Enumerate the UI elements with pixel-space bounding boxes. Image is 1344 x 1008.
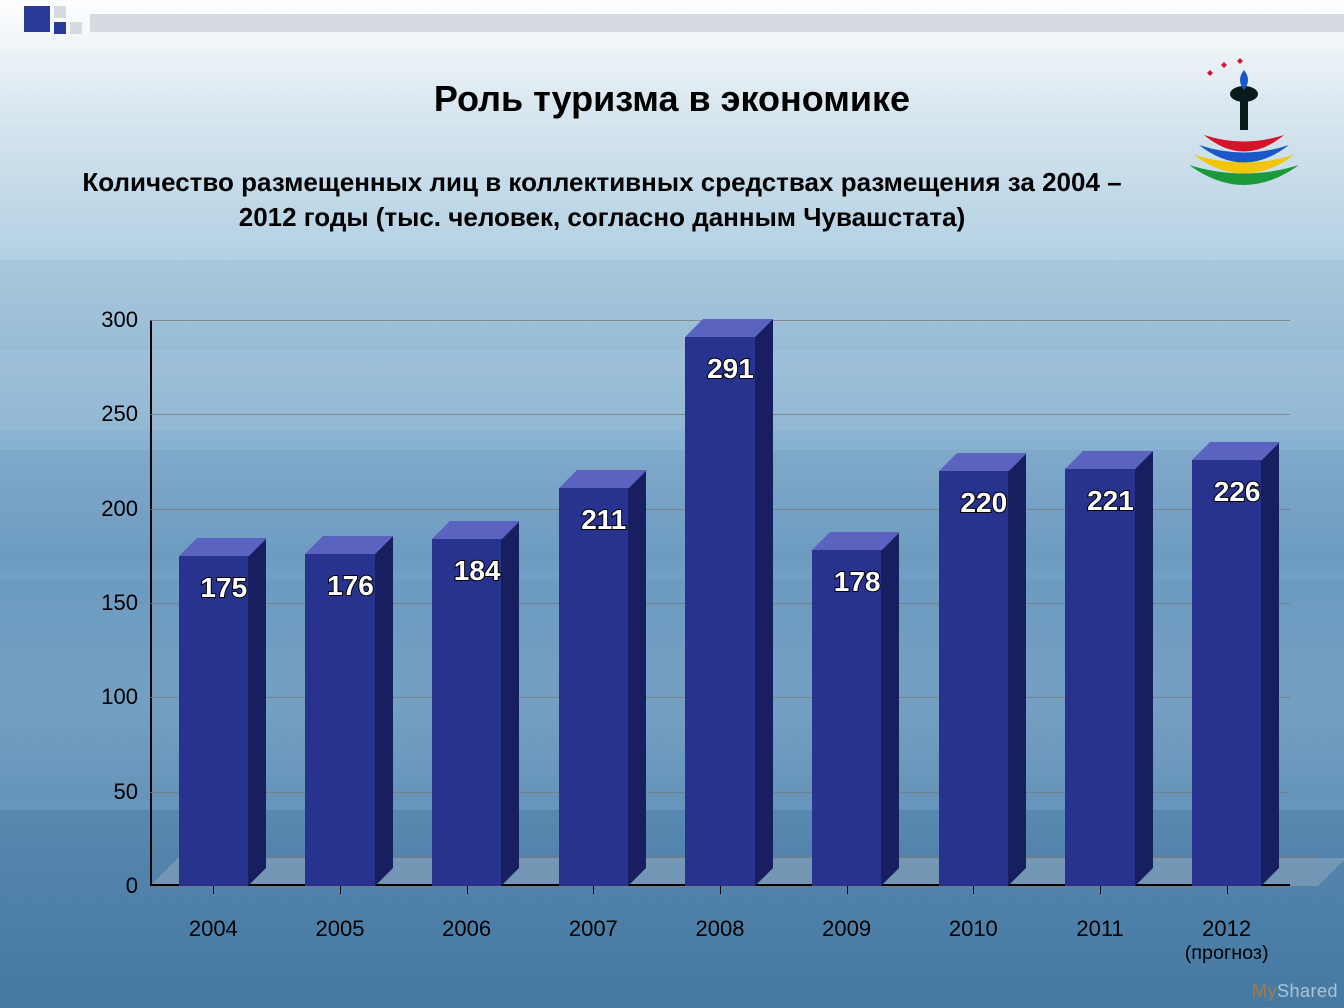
slide-subtitle: Количество размещенных лиц в коллективны… — [80, 165, 1124, 235]
chart-plot-area: 0501001502002503001752004176200518420062… — [150, 320, 1290, 886]
chart-bar-value-label: 221 — [1058, 485, 1162, 517]
chart-bar-value-label: 176 — [298, 570, 402, 602]
chart-bar-value-label: 211 — [552, 504, 656, 536]
chart-bar-value-label: 291 — [678, 353, 782, 385]
chart-bar-value-label: 226 — [1185, 476, 1289, 508]
chart-y-tick-label: 300 — [101, 307, 138, 333]
watermark: MyMySharedShared — [1252, 981, 1338, 1002]
chart-x-tick-label: 2006 — [442, 916, 491, 942]
chart-bar: 184 — [432, 539, 502, 886]
chart-x-tick-label: 2005 — [316, 916, 365, 942]
chart-y-tick-label: 100 — [101, 684, 138, 710]
chart-x-tick-label: 2004 — [189, 916, 238, 942]
chart-bar: 220 — [939, 471, 1009, 886]
chart-x-tick-label: 2009 — [822, 916, 871, 942]
slide-header-decoration — [0, 6, 1344, 46]
chart-bar: 221 — [1065, 469, 1135, 886]
bar-chart: 0501001502002503001752004176200518420062… — [80, 320, 1300, 956]
chart-bar: 226 — [1192, 460, 1262, 886]
chart-bar-value-label: 178 — [805, 566, 909, 598]
chart-y-tick-label: 150 — [101, 590, 138, 616]
chart-bar: 211 — [559, 488, 629, 886]
chart-x-tick-label: 2011 — [1076, 916, 1123, 942]
chart-x-tick-label: 2012(прогноз) — [1185, 916, 1269, 965]
chart-bar-value-label: 175 — [172, 572, 276, 604]
chart-bar: 178 — [812, 550, 882, 886]
chart-bar: 291 — [685, 337, 755, 886]
chart-x-tick-label: 2008 — [696, 916, 745, 942]
chart-bar-value-label: 220 — [932, 487, 1036, 519]
chart-y-tick-label: 0 — [126, 873, 138, 899]
chart-bar: 175 — [179, 556, 249, 886]
slide-title: Роль туризма в экономике — [0, 78, 1344, 120]
chart-y-tick-label: 200 — [101, 496, 138, 522]
chart-x-tick-label: 2007 — [569, 916, 618, 942]
chart-bar-value-label: 184 — [425, 555, 529, 587]
chart-bar: 176 — [305, 554, 375, 886]
chart-y-tick-label: 50 — [114, 779, 138, 805]
chart-y-tick-label: 250 — [101, 401, 138, 427]
chart-x-tick-label: 2010 — [949, 916, 998, 942]
